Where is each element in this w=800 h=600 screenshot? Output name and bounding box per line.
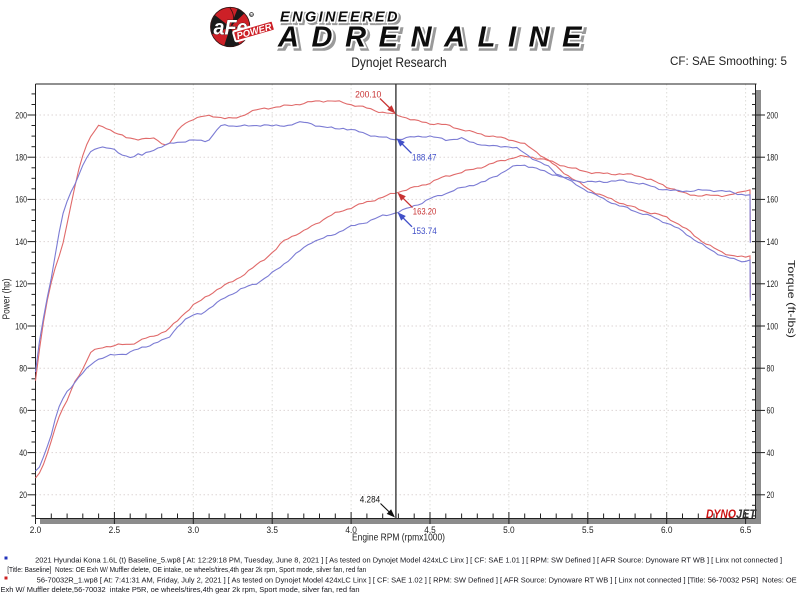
svg-text:153.74: 153.74 (412, 226, 437, 237)
svg-text:200: 200 (15, 110, 27, 121)
svg-text:60: 60 (19, 406, 27, 417)
svg-text:180: 180 (15, 153, 27, 164)
svg-text:DYNO: DYNO (706, 509, 736, 521)
svg-text:180: 180 (767, 153, 779, 164)
svg-text:2.0: 2.0 (30, 525, 42, 536)
svg-text:200: 200 (767, 110, 779, 121)
svg-text:60: 60 (767, 406, 775, 417)
svg-text:200.10: 200.10 (355, 90, 381, 101)
svg-text:188.47: 188.47 (412, 153, 437, 164)
svg-text:6.0: 6.0 (661, 525, 673, 536)
svg-text:R: R (250, 12, 253, 17)
svg-text:Exh W/ Muffler delete,56-70032: Exh W/ Muffler delete,56-70032 intake P5… (1, 585, 360, 594)
svg-text:163.20: 163.20 (413, 207, 437, 218)
svg-text:20: 20 (19, 490, 27, 501)
svg-text:6.5: 6.5 (740, 525, 752, 536)
svg-text:5.0: 5.0 (503, 525, 515, 536)
svg-text:3.0: 3.0 (188, 525, 200, 536)
svg-text:56-70032R_1.wp8 [ At: 7:41:31: 56-70032R_1.wp8 [ At: 7:41:31 AM, Friday… (37, 576, 797, 585)
svg-text:ENGINEERED: ENGINEERED (280, 10, 400, 26)
svg-text:5.5: 5.5 (582, 525, 594, 536)
svg-text:4.0: 4.0 (345, 525, 357, 536)
svg-text:140: 140 (767, 237, 779, 248)
svg-text:40: 40 (19, 448, 27, 459)
svg-text:100: 100 (767, 321, 779, 332)
svg-text:Dynojet Research: Dynojet Research (351, 55, 447, 70)
svg-text:ADRENALINE: ADRENALINE (280, 24, 597, 56)
svg-text:2.5: 2.5 (109, 525, 121, 536)
svg-text:160: 160 (15, 195, 27, 206)
svg-text:80: 80 (19, 364, 27, 375)
svg-text:JET: JET (736, 509, 757, 521)
svg-text:120: 120 (767, 279, 779, 290)
svg-text:20: 20 (767, 490, 775, 501)
svg-text:40: 40 (767, 448, 775, 459)
svg-text:80: 80 (767, 364, 775, 375)
svg-text:Torque (ft-lbs): Torque (ft-lbs) (785, 260, 796, 338)
svg-text:140: 140 (15, 237, 27, 248)
svg-text:Power (hp): Power (hp) (2, 279, 13, 320)
svg-text:100: 100 (15, 321, 27, 332)
svg-text:ADRENALINE: ADRENALINE (277, 22, 594, 54)
svg-text:4.284: 4.284 (360, 494, 380, 505)
svg-text:Engine RPM (rpmx1000): Engine RPM (rpmx1000) (352, 533, 445, 544)
svg-text:ENGINEERED: ENGINEERED (282, 12, 402, 28)
svg-text:3.5: 3.5 (266, 525, 278, 536)
svg-text:160: 160 (767, 195, 779, 206)
svg-text:CF: SAE Smoothing: 5: CF: SAE Smoothing: 5 (670, 54, 787, 68)
svg-text:120: 120 (15, 279, 27, 290)
svg-text:4.5: 4.5 (424, 525, 436, 536)
svg-text:[Title: Baseline] Notes: OE E: [Title: Baseline] Notes: OE Exh W/ Muffl… (7, 565, 366, 574)
svg-text:2021 Hyundai Kona 1.6L (t) Bas: 2021 Hyundai Kona 1.6L (t) Baseline_5.wp… (35, 556, 782, 565)
